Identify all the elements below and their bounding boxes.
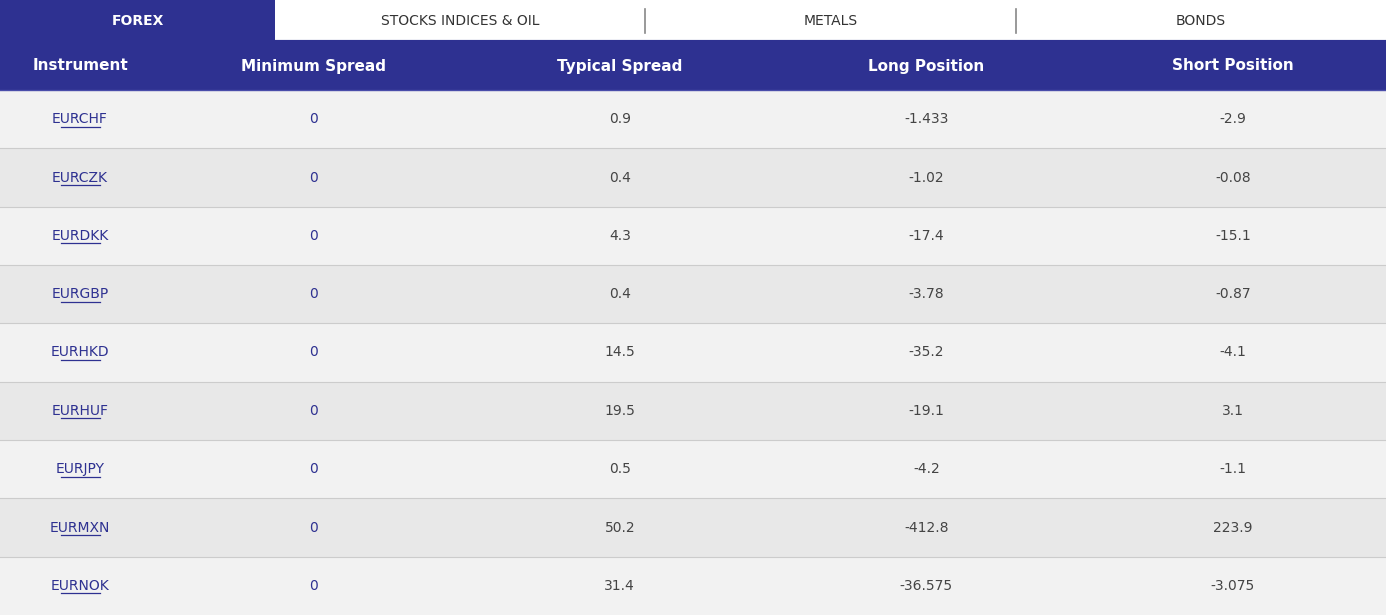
Text: -4.2: -4.2	[913, 462, 940, 476]
Text: 19.5: 19.5	[604, 404, 635, 418]
Text: 14.5: 14.5	[604, 346, 635, 360]
Text: 0.5: 0.5	[608, 462, 631, 476]
Text: EURMXN: EURMXN	[50, 520, 111, 534]
Bar	[0, 265, 1386, 323]
Text: 0: 0	[309, 112, 317, 126]
Text: 0: 0	[309, 346, 317, 360]
Text: -412.8: -412.8	[904, 520, 948, 534]
Text: 0: 0	[309, 520, 317, 534]
Text: BONDS: BONDS	[1175, 14, 1225, 28]
Text: -1.433: -1.433	[904, 112, 948, 126]
Text: EURCZK: EURCZK	[53, 170, 108, 184]
Text: 0.9: 0.9	[608, 112, 631, 126]
Text: 223.9: 223.9	[1213, 520, 1253, 534]
Text: 50.2: 50.2	[604, 520, 635, 534]
Text: EURDKK: EURDKK	[51, 229, 108, 243]
Text: 3.1: 3.1	[1221, 404, 1243, 418]
Text: Typical Spread: Typical Spread	[557, 58, 682, 74]
Text: -35.2: -35.2	[908, 346, 944, 360]
Bar	[1016, 0, 1386, 42]
Text: -19.1: -19.1	[908, 404, 944, 418]
Text: EURCHF: EURCHF	[53, 112, 108, 126]
Text: EURHKD: EURHKD	[51, 346, 109, 360]
Text: 4.3: 4.3	[608, 229, 631, 243]
Text: Instrument: Instrument	[32, 58, 128, 74]
Text: Short Position: Short Position	[1173, 58, 1293, 74]
Text: -1.02: -1.02	[908, 170, 944, 184]
Bar	[0, 148, 1386, 207]
Bar	[0, 90, 1386, 148]
Text: -1.1: -1.1	[1220, 462, 1246, 476]
Bar	[0, 0, 274, 42]
Text: -3.075: -3.075	[1210, 579, 1254, 593]
Text: -36.575: -36.575	[900, 579, 952, 593]
Bar	[0, 557, 1386, 615]
Text: 0: 0	[309, 462, 317, 476]
Bar	[0, 498, 1386, 557]
Text: -15.1: -15.1	[1216, 229, 1250, 243]
Text: Minimum Spread: Minimum Spread	[241, 58, 385, 74]
Text: 0: 0	[309, 404, 317, 418]
Text: EURNOK: EURNOK	[51, 579, 109, 593]
Bar	[0, 440, 1386, 498]
Bar	[0, 207, 1386, 265]
Bar	[0, 42, 1386, 90]
Text: 0: 0	[309, 170, 317, 184]
Bar	[0, 382, 1386, 440]
Text: -2.9: -2.9	[1220, 112, 1246, 126]
Text: -3.78: -3.78	[908, 287, 944, 301]
Text: -0.08: -0.08	[1216, 170, 1250, 184]
Text: EURJPY: EURJPY	[55, 462, 104, 476]
Text: STOCKS INDICES & OIL: STOCKS INDICES & OIL	[381, 14, 539, 28]
Text: 0: 0	[309, 229, 317, 243]
Text: 0.4: 0.4	[608, 170, 631, 184]
Bar	[0, 323, 1386, 382]
Text: EURHUF: EURHUF	[51, 404, 108, 418]
Text: 31.4: 31.4	[604, 579, 635, 593]
Text: METALS: METALS	[804, 14, 858, 28]
Text: FOREX: FOREX	[111, 14, 164, 28]
Bar	[646, 0, 1016, 42]
Text: -4.1: -4.1	[1220, 346, 1246, 360]
Bar	[274, 0, 646, 42]
Text: -17.4: -17.4	[908, 229, 944, 243]
Text: 0: 0	[309, 579, 317, 593]
Text: 0.4: 0.4	[608, 287, 631, 301]
Text: -0.87: -0.87	[1216, 287, 1250, 301]
Text: EURGBP: EURGBP	[51, 287, 108, 301]
Text: 0: 0	[309, 287, 317, 301]
Text: Long Position: Long Position	[868, 58, 984, 74]
